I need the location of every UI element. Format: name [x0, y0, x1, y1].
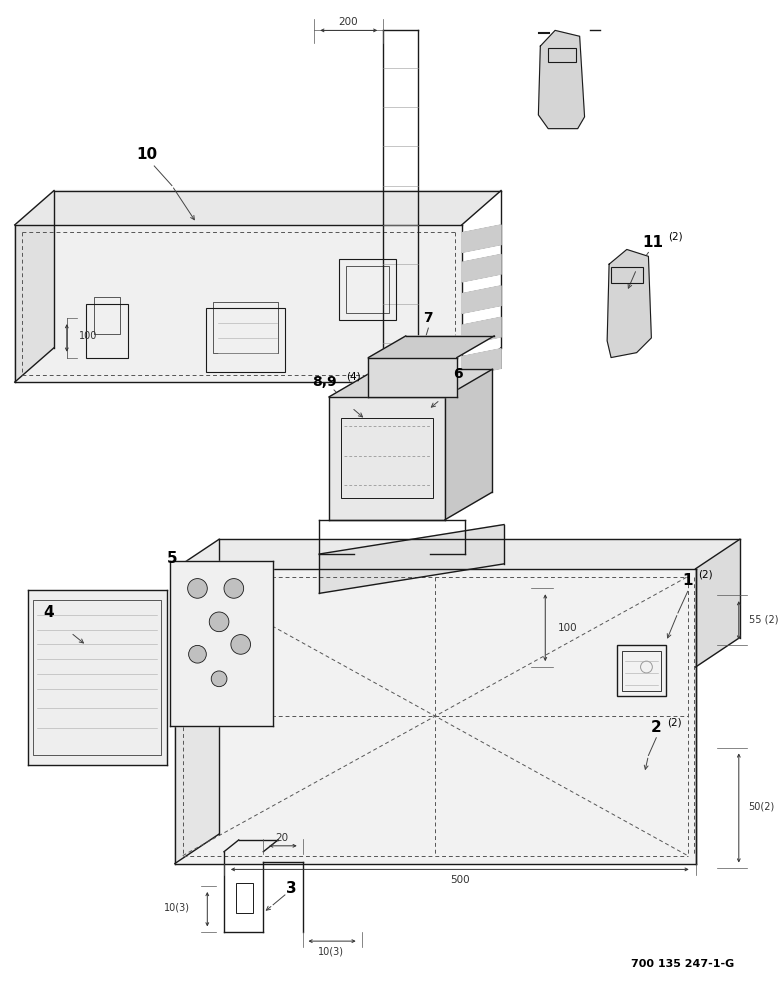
- Circle shape: [211, 671, 227, 687]
- Bar: [339, 259, 396, 320]
- Bar: [617, 645, 666, 696]
- Text: 500: 500: [450, 875, 470, 885]
- Polygon shape: [607, 249, 651, 358]
- Polygon shape: [15, 225, 462, 382]
- Polygon shape: [462, 349, 501, 376]
- Bar: [346, 266, 389, 313]
- Text: (2): (2): [668, 232, 683, 242]
- Polygon shape: [538, 30, 584, 129]
- Polygon shape: [462, 317, 501, 345]
- Text: 8,9: 8,9: [312, 375, 336, 389]
- Bar: [207, 308, 285, 372]
- Circle shape: [231, 635, 250, 654]
- Bar: [622, 651, 661, 691]
- Polygon shape: [175, 569, 696, 864]
- Text: 3: 3: [286, 881, 297, 896]
- Bar: [213, 302, 278, 353]
- Polygon shape: [319, 525, 504, 593]
- Text: 100: 100: [80, 331, 98, 341]
- Polygon shape: [15, 191, 501, 225]
- Polygon shape: [27, 590, 167, 765]
- Polygon shape: [368, 358, 457, 397]
- Text: 6: 6: [453, 367, 463, 381]
- Text: 10(3): 10(3): [318, 947, 344, 957]
- Polygon shape: [170, 561, 273, 726]
- Text: 55 (2): 55 (2): [749, 615, 778, 625]
- Text: (2): (2): [667, 717, 681, 727]
- Text: 4: 4: [44, 605, 55, 620]
- Polygon shape: [445, 369, 492, 520]
- Text: 11: 11: [642, 235, 663, 250]
- Bar: [34, 600, 161, 755]
- Circle shape: [189, 645, 207, 663]
- Text: 10: 10: [136, 147, 158, 162]
- Text: 7: 7: [424, 311, 433, 325]
- Text: 100: 100: [558, 623, 578, 633]
- Bar: [236, 883, 254, 913]
- Polygon shape: [175, 539, 219, 864]
- Text: 50(2): 50(2): [749, 802, 775, 812]
- Polygon shape: [462, 254, 501, 282]
- Text: 700 135 247-1-G: 700 135 247-1-G: [631, 959, 735, 969]
- Polygon shape: [15, 191, 54, 382]
- Circle shape: [224, 579, 243, 598]
- Text: 2: 2: [651, 720, 661, 735]
- Bar: [548, 48, 576, 62]
- Text: (4): (4): [346, 371, 361, 381]
- Bar: [87, 304, 128, 358]
- Bar: [94, 297, 120, 334]
- Circle shape: [209, 612, 229, 632]
- Polygon shape: [462, 286, 501, 313]
- Bar: [611, 267, 643, 283]
- Text: 5: 5: [167, 551, 177, 566]
- Text: 1: 1: [682, 573, 693, 588]
- Bar: [341, 418, 433, 498]
- Text: 20: 20: [275, 833, 289, 843]
- Text: (2): (2): [698, 570, 713, 580]
- Text: 200: 200: [338, 17, 357, 27]
- Polygon shape: [696, 539, 739, 667]
- Circle shape: [188, 579, 207, 598]
- Polygon shape: [368, 336, 495, 358]
- Polygon shape: [462, 225, 501, 252]
- Polygon shape: [175, 539, 739, 569]
- Text: 10(3): 10(3): [164, 903, 190, 913]
- Polygon shape: [329, 397, 445, 520]
- Polygon shape: [329, 369, 492, 397]
